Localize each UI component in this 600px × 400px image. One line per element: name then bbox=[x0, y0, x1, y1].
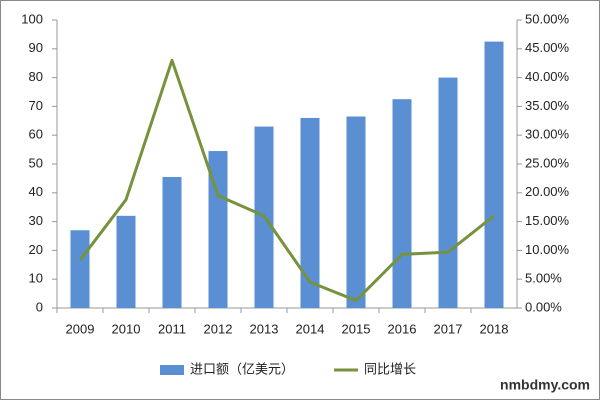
y-tick-label: 50 bbox=[29, 155, 43, 170]
y2-tick-label: 30.00% bbox=[525, 127, 570, 142]
y2-tick-label: 45.00% bbox=[525, 40, 570, 55]
y2-tick-label: 25.00% bbox=[525, 155, 570, 170]
y-tick-label: 60 bbox=[29, 127, 43, 142]
watermark: nmbdmy.com bbox=[500, 377, 590, 393]
bar bbox=[70, 230, 90, 308]
y2-tick-label: 0.00% bbox=[525, 299, 562, 314]
legend-swatch bbox=[160, 365, 184, 375]
x-tick-label: 2014 bbox=[296, 321, 325, 336]
y-tick-label: 80 bbox=[29, 69, 43, 84]
bar bbox=[484, 41, 504, 308]
y-tick-label: 0 bbox=[36, 299, 43, 314]
y-tick-label: 90 bbox=[29, 40, 43, 55]
y2-tick-label: 15.00% bbox=[525, 213, 570, 228]
y2-tick-label: 20.00% bbox=[525, 184, 570, 199]
x-tick-label: 2012 bbox=[204, 321, 233, 336]
x-tick-label: 2015 bbox=[342, 321, 371, 336]
line bbox=[78, 58, 495, 303]
y-tick-label: 30 bbox=[29, 213, 43, 228]
legend-label: 进口额（亿美元） bbox=[190, 361, 294, 376]
x-tick-label: 2017 bbox=[434, 321, 463, 336]
bar bbox=[208, 151, 228, 308]
y2-tick-label: 40.00% bbox=[525, 69, 570, 84]
y-tick-label: 70 bbox=[29, 98, 43, 113]
bar bbox=[392, 99, 412, 308]
y2-tick-label: 35.00% bbox=[525, 98, 570, 113]
bar bbox=[162, 176, 182, 308]
y-tick-label: 10 bbox=[29, 271, 43, 286]
x-tick-label: 2009 bbox=[66, 321, 95, 336]
y-tick-label: 20 bbox=[29, 242, 43, 257]
bar bbox=[116, 215, 136, 308]
x-tick-label: 2010 bbox=[112, 321, 141, 336]
x-tick-label: 2018 bbox=[480, 321, 509, 336]
y2-tick-label: 50.00% bbox=[525, 11, 570, 26]
x-tick-label: 2016 bbox=[388, 321, 417, 336]
x-tick-label: 2011 bbox=[158, 321, 186, 336]
bar bbox=[300, 117, 320, 308]
x-tick-label: 2013 bbox=[250, 321, 279, 336]
legend-label: 同比增长 bbox=[364, 361, 416, 376]
y-tick-label: 40 bbox=[29, 184, 43, 199]
y2-tick-label: 5.00% bbox=[525, 271, 562, 286]
y2-tick-label: 10.00% bbox=[525, 242, 570, 257]
y-tick-label: 100 bbox=[21, 11, 43, 26]
bar bbox=[346, 116, 366, 308]
bar bbox=[438, 77, 458, 308]
